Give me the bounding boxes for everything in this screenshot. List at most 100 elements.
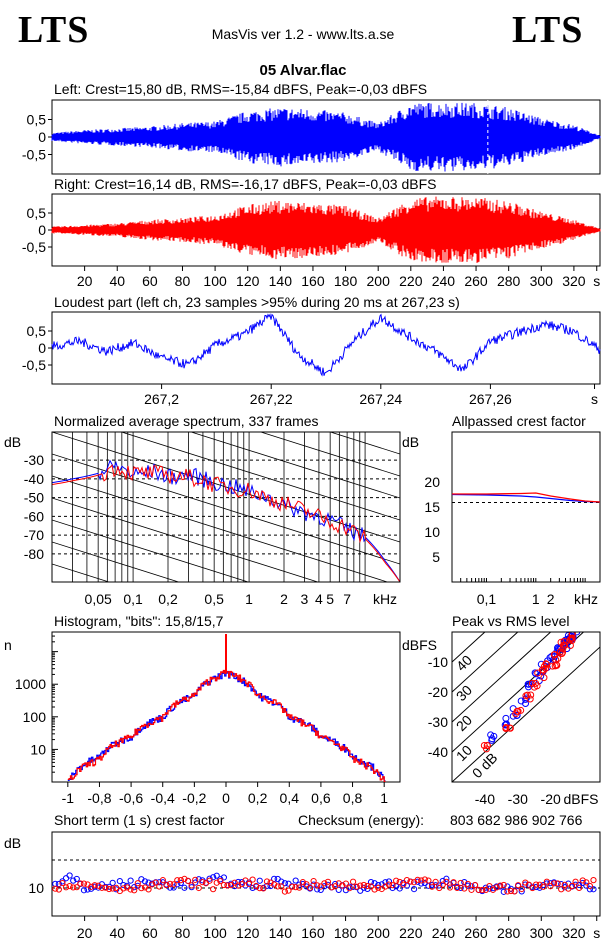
shortterm-point [245, 880, 253, 888]
waveform-time-xtick-label: 160 [301, 273, 325, 289]
shortterm-point [507, 887, 515, 895]
shortterm-point [296, 884, 303, 891]
waveform-time-xtick-label: 20 [77, 273, 93, 289]
waveform-time-xtick-label: 300 [530, 273, 554, 289]
allpass-xunit: kHz [574, 591, 598, 607]
peakrms-point [530, 683, 538, 691]
spectrum-slope [329, 432, 400, 455]
histogram-xtick-label: -0,2 [182, 790, 206, 806]
loudest-xtick-label: 267,26 [469, 391, 512, 407]
shortterm-point [572, 878, 579, 885]
shortterm-point [303, 881, 310, 888]
shortterm-point [522, 881, 529, 888]
peakrms-xunit: dBFS [563, 791, 598, 807]
shortterm-point [102, 884, 109, 891]
shortterm-xtick-label: 180 [334, 925, 358, 941]
shortterm-point [314, 882, 321, 889]
histogram-xtick-label: 0,2 [248, 790, 268, 806]
spectrum-series-1 [52, 464, 400, 582]
shortterm-point [220, 874, 228, 881]
loudest-frame [51, 311, 601, 385]
peakrms-point [513, 711, 521, 719]
left-channel-waveform [51, 102, 601, 172]
loudest-xtick-label: 267,22 [250, 391, 293, 407]
shortterm-point [55, 880, 62, 888]
peakrms-point [502, 714, 510, 722]
spectrum-slope [52, 674, 400, 784]
shortterm-point [274, 883, 281, 890]
checksum-value: 803 682 986 902 766 [450, 812, 583, 828]
histogram-series-0 [67, 670, 386, 782]
shortterm-point [482, 886, 489, 894]
peakrms-point [527, 691, 535, 699]
shortterm-point [389, 882, 396, 889]
peakrms-point [513, 707, 521, 715]
shortterm-point [590, 886, 597, 893]
app-title: MasVis ver 1.2 - www.lts.a.se [211, 26, 395, 42]
waveform-time-xtick-label: 40 [109, 273, 125, 289]
spectrum-slope [52, 278, 400, 388]
peakrms-point [552, 656, 560, 664]
shortterm-point [367, 878, 375, 886]
spectrum-slope [259, 432, 400, 477]
shortterm-point [317, 883, 324, 890]
shortterm-point [109, 879, 116, 886]
shortterm-point [73, 884, 80, 891]
shortterm-point [410, 885, 418, 893]
shortterm-point [242, 877, 249, 884]
peakrms-xtick-label: -30 [508, 791, 528, 807]
shortterm-point [504, 888, 511, 895]
histogram-xtick-label: 0,6 [311, 790, 331, 806]
shortterm-point [281, 888, 288, 895]
shortterm-point [518, 888, 525, 895]
allpass-xtick-label: 0,1 [477, 591, 497, 607]
histogram-xtick-label: 0,4 [280, 790, 300, 806]
spectrum-slope [52, 475, 389, 582]
shortterm-point [256, 885, 263, 892]
shortterm-point [403, 877, 410, 884]
loudest-xtick-label: 267,2 [144, 391, 179, 407]
shortterm-point [493, 884, 500, 891]
shortterm-point [206, 875, 213, 882]
shortterm-xtick-label: 40 [109, 925, 125, 941]
histogram-xtick-label: 0,8 [343, 790, 363, 806]
shortterm-xtick-label: 140 [269, 925, 293, 941]
spectrum-slope [52, 432, 400, 543]
shortterm-point [342, 887, 349, 894]
shortterm-point [457, 879, 464, 887]
shortterm-point [149, 881, 156, 888]
waveform-time-xtick-label: 220 [399, 273, 423, 289]
peakrms-point [483, 745, 491, 753]
peakrms-point [534, 669, 542, 677]
peakrms-frame [451, 631, 601, 783]
shortterm-point [235, 882, 242, 889]
shortterm-point [80, 887, 88, 894]
shortterm-point [288, 883, 296, 890]
shortterm-point [141, 878, 149, 885]
shortterm-point [278, 883, 285, 890]
right-channel-waveform [51, 196, 601, 263]
shortterm-point [468, 886, 475, 893]
allpass-series-1 [452, 492, 601, 503]
shortterm-xtick-label: 160 [301, 925, 325, 941]
peakrms-diagonal [452, 632, 486, 663]
peakrms-xtick-label: -40 [475, 791, 495, 807]
shortterm-point [249, 884, 256, 892]
peakrms-point [566, 641, 574, 649]
peakrms-unit-y: dBFS [402, 637, 437, 653]
shortterm-point [134, 880, 141, 887]
shortterm-point [260, 885, 267, 892]
shortterm-xtick-label: 80 [175, 925, 191, 941]
shortterm-point [586, 886, 593, 893]
histogram-series-1 [67, 669, 386, 783]
right-channel-ytick-label: 0 [38, 222, 46, 238]
histogram-ytick-label: 10 [30, 741, 46, 757]
allpass-xtick-label: 1 [532, 591, 540, 607]
shortterm-point [52, 885, 59, 892]
waveform-time-xtick-label: 260 [464, 273, 488, 289]
shortterm-point [306, 884, 314, 891]
file-title: 05 Alvar.flac [259, 62, 347, 79]
shortterm-xtick-label: 280 [497, 925, 521, 941]
shortterm-point [371, 880, 378, 887]
loudest-xtick-label: s [591, 391, 598, 407]
